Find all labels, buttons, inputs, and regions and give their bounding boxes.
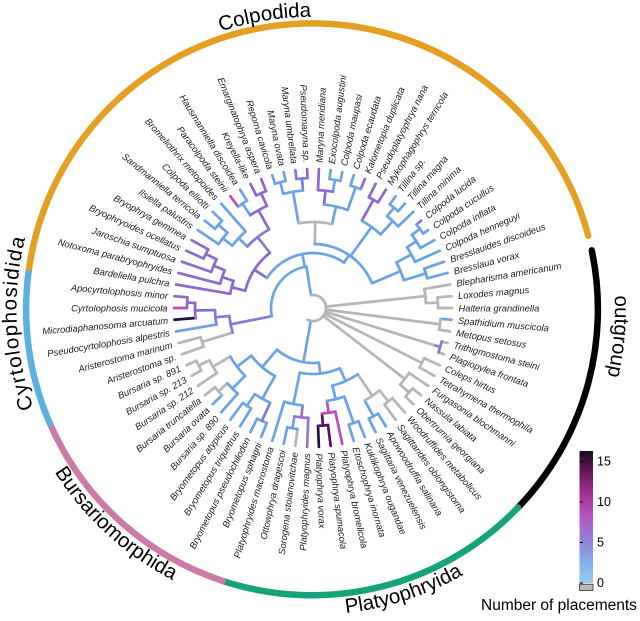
svg-text:15: 15 bbox=[597, 455, 611, 469]
svg-text:Cyrtolophosis mucicola: Cyrtolophosis mucicola bbox=[71, 302, 167, 313]
svg-text:5: 5 bbox=[597, 536, 604, 550]
svg-text:Halteria grandinella: Halteria grandinella bbox=[459, 302, 540, 313]
svg-text:0: 0 bbox=[597, 576, 604, 590]
svg-text:10: 10 bbox=[597, 495, 611, 509]
svg-text:Number of placements: Number of placements bbox=[481, 597, 637, 614]
